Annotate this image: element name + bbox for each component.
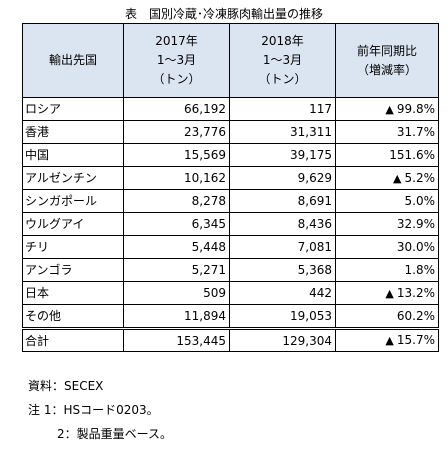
cell-v2018: 117 bbox=[229, 97, 336, 121]
cell-v2017: 23,776 bbox=[123, 120, 230, 144]
cell-v2017: 11,894 bbox=[123, 304, 230, 329]
change-value: 5.0% bbox=[404, 194, 436, 208]
table-row: 中国 15,569 39,175 151.6% bbox=[22, 143, 439, 167]
change-value: 151.6% bbox=[389, 148, 435, 162]
cell-v2018: 8,691 bbox=[229, 189, 336, 213]
cell-country: 日本 bbox=[22, 281, 124, 305]
cell-v2018: 9,629 bbox=[229, 166, 336, 190]
table-row: ウルグアイ 6,345 8,436 32.9% bbox=[22, 212, 439, 236]
cell-change: 151.6% bbox=[335, 143, 439, 167]
cell-change: 30.0% bbox=[335, 235, 439, 259]
cell-v2017: 509 bbox=[123, 281, 230, 305]
cell-change: 31.7% bbox=[335, 120, 439, 144]
cell-change: ▲ 5.2% bbox=[335, 166, 439, 190]
pork-export-table: 輸出先国 2017年 1～3月 （トン） 2018年 1～3月 （トン） 前年同… bbox=[22, 23, 439, 352]
decrease-triangle-icon: ▲ bbox=[385, 334, 394, 347]
cell-v2018: 39,175 bbox=[229, 143, 336, 167]
change-value: 1.8% bbox=[404, 263, 436, 277]
cell-change: ▲ 13.2% bbox=[335, 281, 439, 305]
header-2018: 2018年 1～3月 （トン） bbox=[229, 23, 336, 98]
header-2017: 2017年 1～3月 （トン） bbox=[123, 23, 230, 98]
cell-v2018: 129,304 bbox=[229, 327, 336, 352]
cell-change: 5.0% bbox=[335, 189, 439, 213]
cell-country: ロシア bbox=[22, 97, 124, 121]
table-row: 香港 23,776 31,311 31.7% bbox=[22, 120, 439, 144]
change-value: 60.2% bbox=[396, 309, 435, 323]
header-2018-year: 2018年 bbox=[261, 34, 304, 48]
cell-v2017: 10,162 bbox=[123, 166, 230, 190]
cell-v2017: 6,345 bbox=[123, 212, 230, 236]
header-row: 輸出先国 2017年 1～3月 （トン） 2018年 1～3月 （トン） 前年同… bbox=[22, 23, 439, 98]
header-change-label: 前年同期比 bbox=[356, 43, 417, 58]
header-change-sub: （増減率） bbox=[356, 62, 417, 77]
header-2017-year: 2017年 bbox=[155, 34, 198, 48]
cell-country: アンゴラ bbox=[22, 258, 124, 282]
cell-change: 60.2% bbox=[335, 304, 439, 329]
table-row: ロシア 66,192 117 ▲ 99.8% bbox=[22, 97, 439, 121]
notes: 資料：SECEX 注 1：HSコード0203。 2：製品重量ベース。 bbox=[28, 374, 172, 446]
cell-v2017: 5,448 bbox=[123, 235, 230, 259]
change-value: 32.9% bbox=[396, 217, 435, 231]
table-row: シンガポール 8,278 8,691 5.0% bbox=[22, 189, 439, 213]
header-2017-unit: （トン） bbox=[152, 72, 201, 86]
decrease-triangle-icon: ▲ bbox=[385, 286, 394, 300]
decrease-triangle-icon: ▲ bbox=[393, 171, 402, 185]
total-row: 合計 153,445 129,304 ▲ 15.7% bbox=[22, 327, 439, 352]
note-2: 2：製品重量ベース。 bbox=[57, 427, 173, 441]
table-row: その他 11,894 19,053 60.2% bbox=[22, 304, 439, 329]
cell-v2017: 5,271 bbox=[123, 258, 230, 282]
cell-v2018: 19,053 bbox=[229, 304, 336, 329]
header-2018-period: 1～3月 bbox=[262, 53, 303, 67]
cell-v2017: 66,192 bbox=[123, 97, 230, 121]
table-row: チリ 5,448 7,081 30.0% bbox=[22, 235, 439, 259]
cell-v2018: 7,081 bbox=[229, 235, 336, 259]
change-value: 30.0% bbox=[396, 240, 435, 254]
decrease-triangle-icon: ▲ bbox=[385, 102, 394, 116]
cell-country: 合計 bbox=[22, 327, 124, 352]
change-value: 15.7% bbox=[396, 333, 435, 347]
cell-change: ▲ 15.7% bbox=[335, 327, 439, 352]
cell-change: ▲ 99.8% bbox=[335, 97, 439, 121]
table-row: 日本 509 442 ▲ 13.2% bbox=[22, 281, 439, 305]
table-row: アンゴラ 5,271 5,368 1.8% bbox=[22, 258, 439, 282]
table-body: ロシア 66,192 117 ▲ 99.8% 香港 23,776 31,311 31.7% 中国 1… bbox=[22, 97, 439, 352]
cell-v2018: 31,311 bbox=[229, 120, 336, 144]
cell-country: ウルグアイ bbox=[22, 212, 124, 236]
header-2018-unit: （トン） bbox=[258, 72, 307, 86]
cell-v2018: 442 bbox=[229, 281, 336, 305]
header-2017-period: 1～3月 bbox=[156, 53, 197, 67]
cell-v2017: 153,445 bbox=[123, 327, 230, 352]
cell-country: 香港 bbox=[22, 120, 124, 144]
change-value: 13.2% bbox=[396, 285, 435, 300]
cell-country: その他 bbox=[22, 304, 124, 329]
cell-country: シンガポール bbox=[22, 189, 124, 213]
cell-country: チリ bbox=[22, 235, 124, 259]
cell-country: アルゼンチン bbox=[22, 166, 124, 190]
cell-country: 中国 bbox=[22, 143, 124, 167]
table-title: 表 国別冷蔵･冷凍豚肉輸出量の推移 bbox=[124, 7, 323, 21]
change-value: 99.8% bbox=[396, 101, 435, 116]
change-value: 31.7% bbox=[396, 125, 435, 139]
cell-v2017: 8,278 bbox=[123, 189, 230, 213]
change-value: 5.2% bbox=[404, 170, 436, 185]
cell-v2018: 5,368 bbox=[229, 258, 336, 282]
cell-change: 32.9% bbox=[335, 212, 439, 236]
table-row: アルゼンチン 10,162 9,629 ▲ 5.2% bbox=[22, 166, 439, 190]
header-country: 輸出先国 bbox=[22, 23, 124, 98]
cell-change: 1.8% bbox=[335, 258, 439, 282]
cell-v2017: 15,569 bbox=[123, 143, 230, 167]
note-1: 注 1：HSコード0203。 bbox=[28, 403, 159, 417]
cell-v2018: 8,436 bbox=[229, 212, 336, 236]
header-change: 前年同期比 （増減率） bbox=[335, 23, 439, 98]
note-source: 資料：SECEX bbox=[28, 379, 104, 393]
